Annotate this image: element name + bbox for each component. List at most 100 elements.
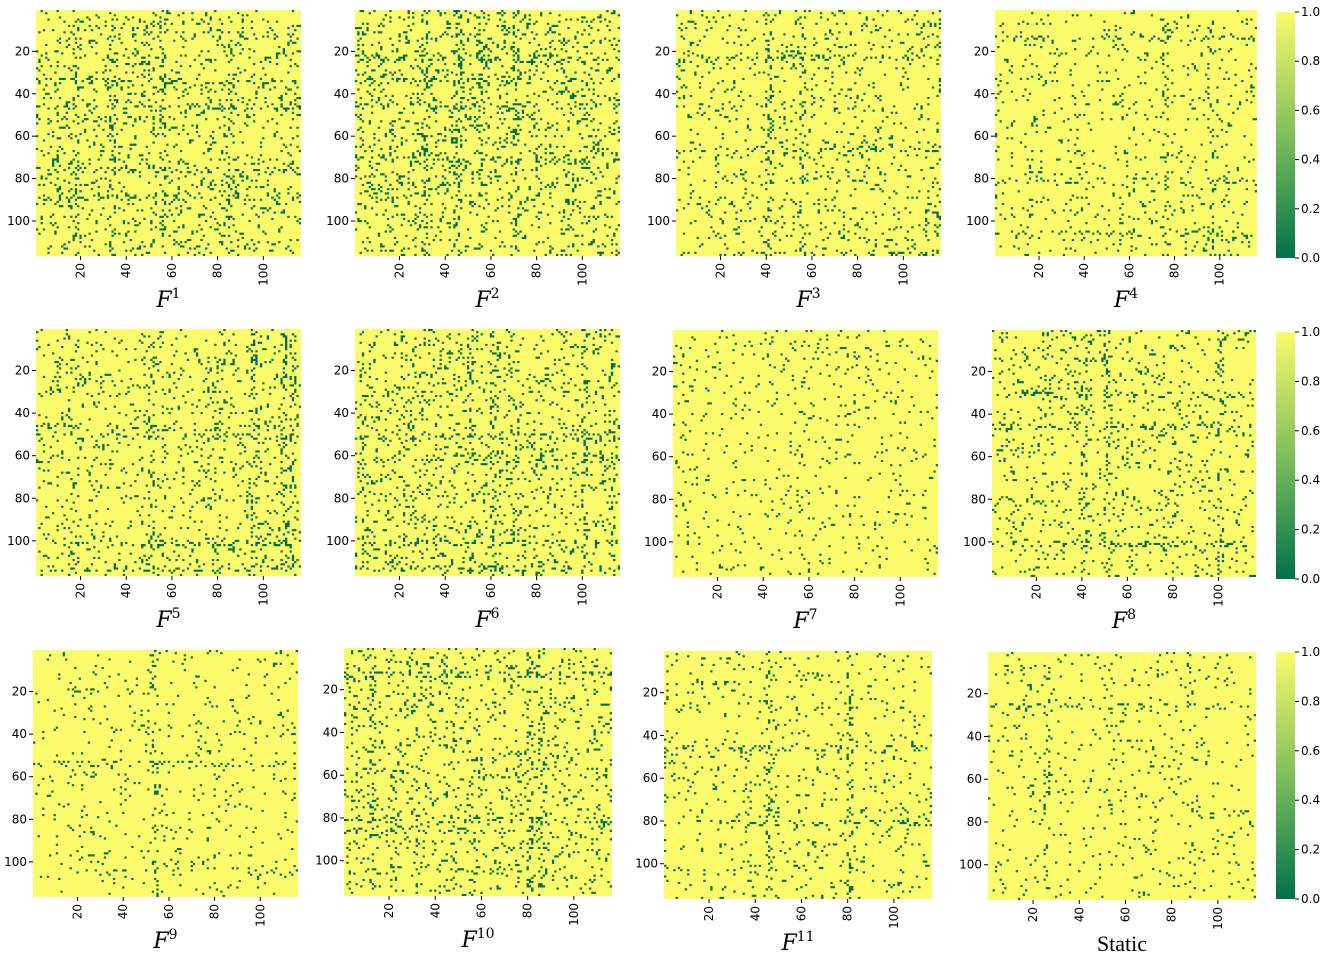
colorbar-gradient	[1276, 12, 1295, 258]
y-tick-label: 80	[655, 172, 670, 186]
heatmap-panel: 20 20 40 40 60 60 80 80 100 100 F8	[963, 330, 1256, 634]
x-tick-label: 60	[1122, 263, 1136, 278]
x-tick-label: 100	[887, 906, 901, 929]
colorbar-tick-label: 0.2	[1301, 523, 1320, 537]
y-tick-label: 20	[643, 686, 658, 700]
panel-title: F11	[780, 929, 814, 956]
heatmap-background	[355, 10, 620, 256]
y-tick-label: 60	[974, 129, 989, 143]
x-tick-label: 100	[253, 904, 267, 927]
colorbar-tick-label: 1.0	[1301, 325, 1320, 339]
y-tick-label: 100	[966, 214, 989, 228]
x-tick-label: 40	[438, 583, 452, 598]
x-tick-label: 100	[896, 263, 910, 286]
heatmap-panel: 20 20 40 40 60 60 80 80 100 100 Static	[959, 652, 1256, 956]
y-tick-label: 100	[963, 535, 986, 549]
x-tick-label: 40	[1072, 907, 1086, 922]
heatmap-background	[992, 330, 1256, 577]
colorbar-gradient	[1276, 332, 1295, 579]
y-tick-label: 20	[334, 44, 349, 58]
y-tick-label: 20	[334, 364, 349, 378]
heatmap-panel: 20 20 40 40 60 60 80 80 100 100 F3	[647, 10, 941, 313]
y-tick-label: 80	[334, 491, 349, 505]
x-tick-label: 20	[714, 263, 728, 278]
heatmap-zero-cells	[33, 650, 298, 897]
colorbar-tick-label: 1.0	[1301, 5, 1320, 19]
y-tick-label: 20	[323, 683, 338, 697]
x-tick-label: 80	[1165, 907, 1179, 922]
x-tick-label: 20	[1029, 584, 1043, 599]
y-tick-label: 80	[643, 814, 658, 828]
panel-title: F7	[792, 607, 817, 634]
x-tick-label: 40	[756, 584, 770, 599]
colorbar-gradient	[1276, 652, 1295, 899]
y-tick-label: 80	[974, 172, 989, 186]
y-tick-label: 100	[635, 857, 658, 871]
y-tick-label: 60	[334, 129, 349, 143]
x-tick-label: 60	[1118, 907, 1132, 922]
y-tick-label: 80	[967, 815, 982, 829]
panel-title: F9	[152, 927, 177, 954]
x-tick-label: 100	[256, 583, 270, 606]
colorbar-tick-label: 0.2	[1301, 843, 1320, 857]
colorbar-tick-label: 0.6	[1301, 103, 1320, 117]
y-tick-label: 60	[655, 129, 670, 143]
x-tick-label: 60	[794, 906, 808, 921]
y-tick-label: 60	[15, 129, 30, 143]
colorbar-tick-label: 0.8	[1301, 374, 1320, 388]
x-tick-label: 20	[1026, 907, 1040, 922]
x-tick-label: 60	[162, 904, 176, 919]
x-tick-label: 20	[393, 583, 407, 598]
x-tick-label: 60	[474, 903, 488, 918]
heatmap-panel: 20 20 40 40 60 60 80 80 100 100 F2	[326, 10, 620, 313]
x-tick-label: 100	[575, 263, 589, 286]
y-tick-label: 80	[652, 492, 667, 506]
x-tick-label: 100	[893, 584, 907, 607]
y-tick-label: 60	[652, 450, 667, 464]
x-tick-label: 40	[428, 903, 442, 918]
panel-title: Static	[1097, 931, 1147, 956]
x-tick-label: 80	[208, 904, 222, 919]
heatmap-panel: 20 20 40 40 60 60 80 80 100 100 F6	[326, 329, 620, 633]
heatmap-panel: 20 20 40 40 60 60 80 80 100 100 F10	[315, 648, 612, 953]
heatmap-panel: 20 20 40 40 60 60 80 80 100 100 F7	[644, 330, 938, 634]
panel-title: F5	[155, 606, 180, 633]
y-tick-label: 20	[971, 365, 986, 379]
y-tick-label: 20	[655, 44, 670, 58]
x-tick-label: 20	[711, 584, 725, 599]
y-tick-label: 80	[971, 492, 986, 506]
x-tick-label: 80	[521, 903, 535, 918]
panel-title: F2	[474, 286, 499, 313]
y-tick-label: 20	[967, 687, 982, 701]
colorbar: 0.0 0.2 0.4 0.6 0.8 1.0	[1276, 645, 1320, 906]
x-tick-label: 100	[567, 903, 581, 926]
y-tick-label: 100	[644, 535, 667, 549]
y-tick-label: 20	[15, 44, 30, 58]
x-tick-label: 20	[74, 583, 88, 598]
heatmap-background	[995, 10, 1257, 256]
heatmap-zero-cells	[344, 648, 612, 896]
y-tick-label: 60	[15, 449, 30, 463]
y-tick-label: 60	[643, 771, 658, 785]
panel-title: F3	[795, 286, 820, 313]
heatmap-background	[36, 10, 301, 256]
heatmap-background	[988, 652, 1256, 900]
heatmap-panel: 20 20 40 40 60 60 80 80 100 100 F5	[7, 329, 301, 633]
x-tick-label: 80	[851, 263, 865, 278]
x-tick-label: 80	[530, 583, 544, 598]
heatmap-panel: 20 20 40 40 60 60 80 80 100 100 F11	[635, 651, 932, 956]
x-tick-label: 80	[530, 263, 544, 278]
x-tick-label: 60	[484, 263, 498, 278]
y-tick-label: 40	[334, 406, 349, 420]
colorbar-tick-label: 0.0	[1301, 572, 1320, 586]
colorbar-tick-label: 0.4	[1301, 793, 1320, 807]
x-tick-label: 60	[165, 263, 179, 278]
x-tick-label: 40	[748, 906, 762, 921]
panel-title: F1	[155, 286, 180, 313]
y-tick-label: 60	[967, 772, 982, 786]
y-tick-label: 20	[15, 364, 30, 378]
x-tick-label: 60	[165, 583, 179, 598]
x-tick-label: 60	[1120, 584, 1134, 599]
y-tick-label: 40	[652, 407, 667, 421]
x-tick-label: 100	[1213, 263, 1227, 286]
